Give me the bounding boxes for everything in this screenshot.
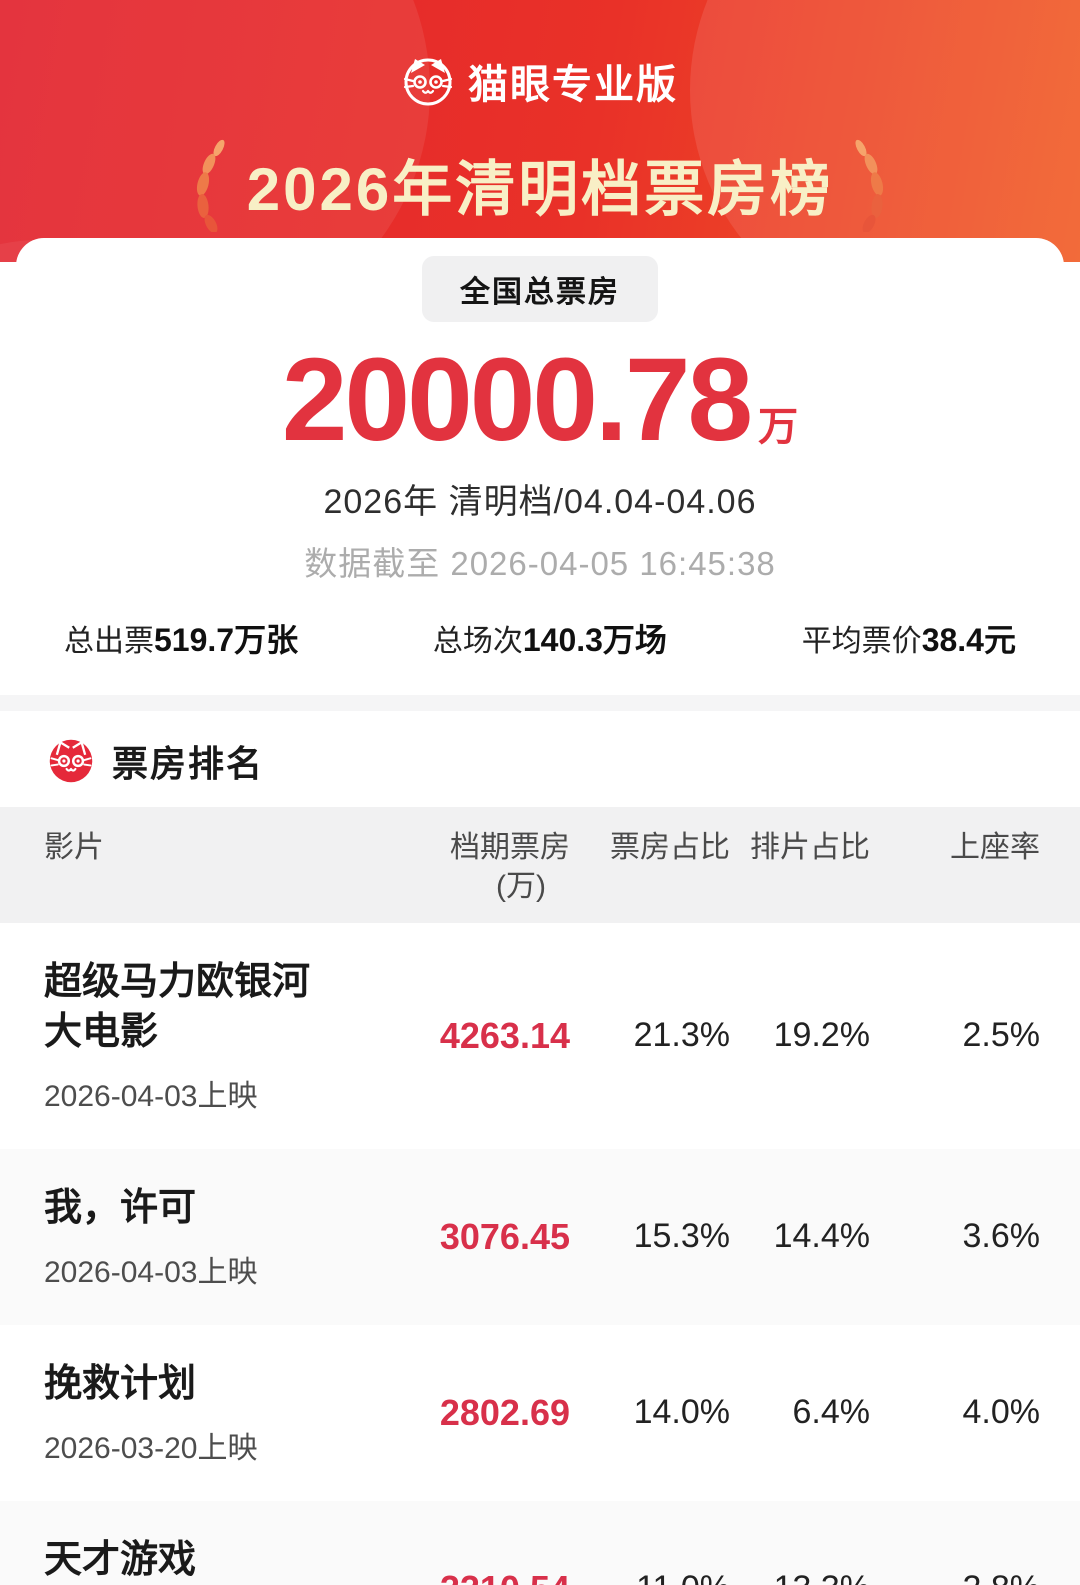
summary-card: 全国总票房 20000.78 万 2026年 清明档/04.04-04.06 数据… [16, 238, 1064, 695]
box-share-value: 11.0% [570, 1569, 730, 1585]
decorative-circle [690, 0, 1080, 262]
laurel-right-icon [855, 139, 884, 232]
table-header: 影片 档期票房 (万) 票房占比 排片占比 上座率 [0, 806, 1080, 923]
attendance-rate-value: 2.5% [962, 1016, 1041, 1055]
national-total-badge: 全国总票房 [422, 256, 658, 322]
attendance-rate-value: 2.8% [870, 1569, 1041, 1585]
stat-avg-price: 平均票价38.4元 [802, 615, 1016, 661]
screening-share-value: 19.2% [773, 1016, 870, 1055]
banner: 猫眼专业版 2026年清明档票房榜 [0, 0, 1080, 262]
data-cutoff-label: 数据截至 2026-04-05 16:45:38 [304, 544, 776, 582]
maoyan-logo: 猫眼专业版 [0, 0, 1080, 110]
screening-share-value: 6.4% [792, 1393, 871, 1432]
table-row[interactable]: 天才游戏2026-04-04上映2210.5411.0%13.3%2.8% [0, 1500, 1080, 1585]
decorative-circle [0, 0, 430, 262]
total-box-office-unit: 万 [758, 405, 799, 449]
table-row[interactable]: 挽救计划 2026-03-20上映 2802.69 14.0% 6.4% 4.0% [0, 1324, 1080, 1501]
stat-screenings: 总场次140.3万场 [433, 615, 667, 661]
page-title: 2026年清明档票房榜 [246, 155, 834, 223]
movie-title: 天才游戏 [44, 1538, 197, 1581]
movie-title: 超级马力欧银河大电影 [44, 960, 311, 1053]
laurel-left-icon [196, 139, 225, 232]
stat-label: 总场次 [432, 624, 523, 658]
table-body: 超级马力欧银河大电影 2026-04-03上映 4263.14 21.3% 19.2% 2… [0, 922, 1080, 1585]
period-label: 2026年 清明档/04.04-04.06 [323, 482, 757, 521]
screening-share-value: 13.3% [730, 1569, 870, 1585]
movie-cell: 我，许可 2026-04-03上映 [40, 1183, 370, 1291]
column-header-box-share: 票房占比 [610, 830, 730, 864]
stats-row: 总出票519.7万张 总场次140.3万场 平均票价38.4元 [16, 615, 1064, 695]
movie-title: 我，许可 [44, 1186, 197, 1229]
table-row[interactable]: 超级马力欧银河大电影 2026-04-03上映 4263.14 21.3% 19.2% 2… [0, 922, 1080, 1149]
screening-share-value: 14.4% [773, 1217, 870, 1256]
maoyan-cat-icon [49, 739, 93, 783]
box-share-value: 15.3% [633, 1217, 730, 1256]
attendance-rate-value: 4.0% [962, 1393, 1041, 1432]
box-office-value: 3076.45 [439, 1215, 570, 1257]
total-box-office-number: 20000.78 [281, 334, 753, 466]
column-header-movie: 影片 [44, 830, 104, 864]
stat-label: 平均票价 [801, 624, 922, 658]
stat-value: 38.4元 [921, 621, 1016, 658]
section-title: 票房排名 [112, 742, 265, 784]
section-divider [0, 694, 1080, 711]
stat-tickets: 总出票519.7万张 [64, 615, 298, 661]
stat-label: 总出票 [64, 624, 154, 658]
maoyan-cat-icon [403, 58, 453, 106]
attendance-rate-value: 3.6% [962, 1217, 1041, 1256]
movie-title: 挽救计划 [44, 1362, 197, 1405]
box-office-value: 4263.14 [439, 1014, 570, 1056]
release-date: 2026-04-03上映 [44, 1079, 258, 1113]
banner-title-row: 2026年清明档票房榜 [0, 136, 1080, 232]
column-header-box-office: 档期票房 (万) [370, 829, 570, 907]
total-box-office: 20000.78 万 [16, 334, 1064, 466]
column-header-attendance: 上座率 [950, 830, 1040, 864]
stat-value: 140.3万场 [522, 621, 667, 658]
column-header-box-office-unit: (万) [496, 869, 546, 903]
column-header-screening-share: 排片占比 [750, 830, 870, 864]
box-office-value: 2802.69 [439, 1391, 570, 1433]
ranking-section-header: 票房排名 [0, 710, 1080, 807]
release-date: 2026-03-20上映 [44, 1431, 258, 1465]
box-share-value: 14.0% [633, 1393, 730, 1432]
logo-text: 猫眼专业版 [468, 63, 678, 107]
stat-value: 519.7万张 [154, 621, 299, 658]
movie-cell: 挽救计划 2026-03-20上映 [40, 1359, 370, 1467]
movie-cell: 超级马力欧银河大电影 2026-04-03上映 [40, 957, 370, 1115]
release-date: 2026-04-03上映 [44, 1255, 258, 1289]
table-row[interactable]: 我，许可 2026-04-03上映 3076.45 15.3% 14.4% 3.6% [0, 1148, 1080, 1325]
movie-cell: 天才游戏2026-04-04上映 [40, 1535, 370, 1585]
box-share-value: 21.3% [633, 1016, 730, 1055]
box-office-value: 2210.54 [370, 1568, 570, 1585]
